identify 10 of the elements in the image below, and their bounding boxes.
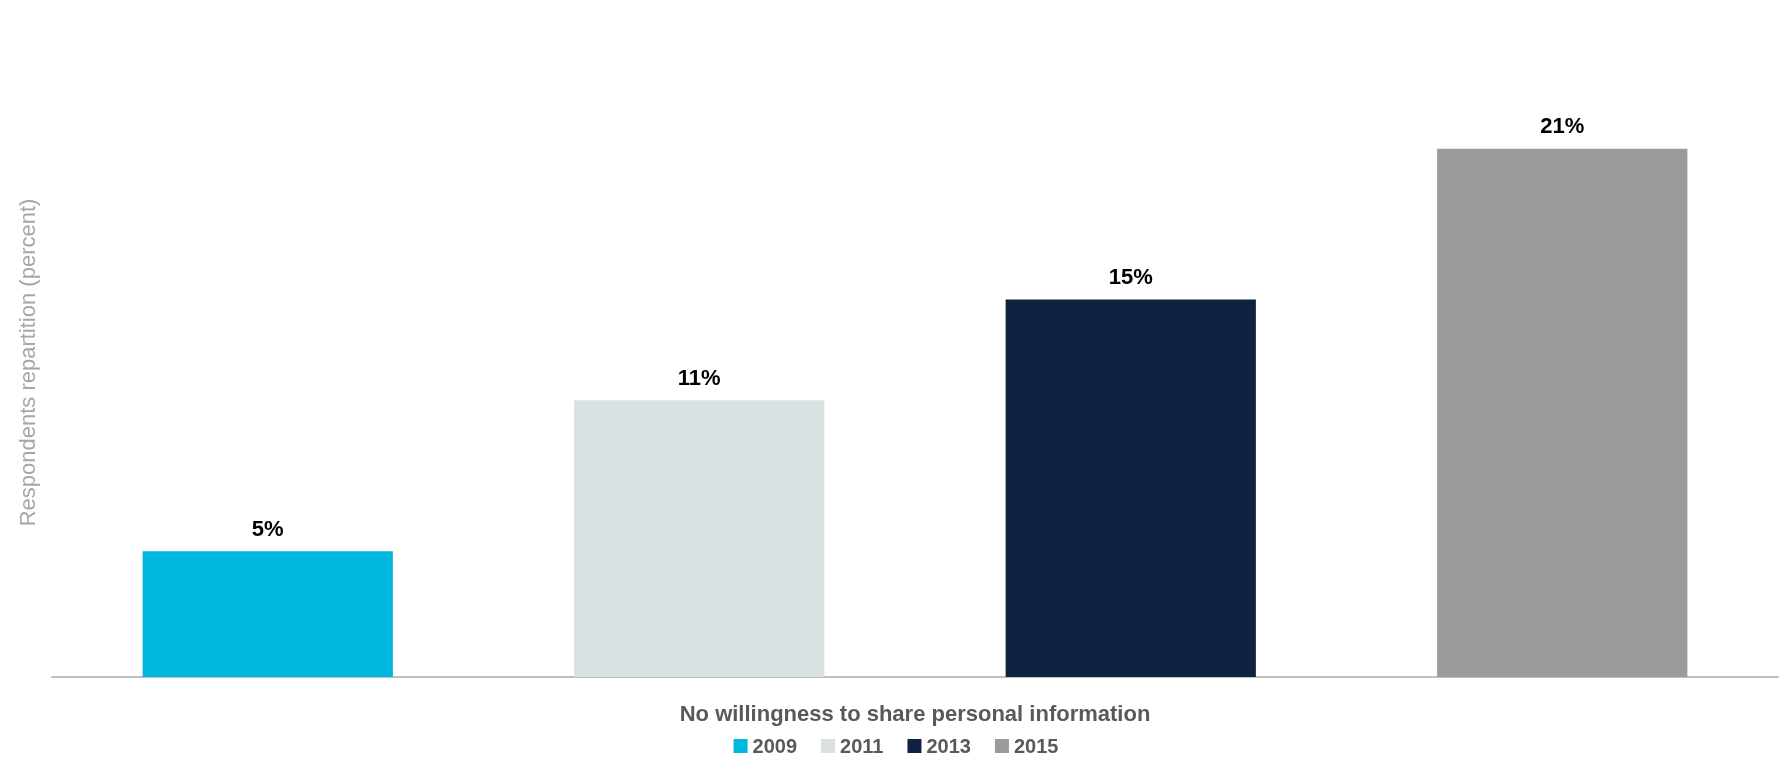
y-axis-title: Respondents repartition (percent) xyxy=(14,198,40,527)
legend-label: 2011 xyxy=(840,735,884,757)
data-label: 21% xyxy=(1540,113,1585,139)
legend-label: 2009 xyxy=(752,735,798,757)
x-axis-title: No willingness to share personal information xyxy=(679,700,1151,726)
legend-label: 2013 xyxy=(926,735,971,757)
legend-label: 2015 xyxy=(1013,735,1059,757)
data-label: 11% xyxy=(677,364,721,390)
data-label: 5% xyxy=(251,515,284,541)
data-label: 15% xyxy=(1108,264,1153,290)
